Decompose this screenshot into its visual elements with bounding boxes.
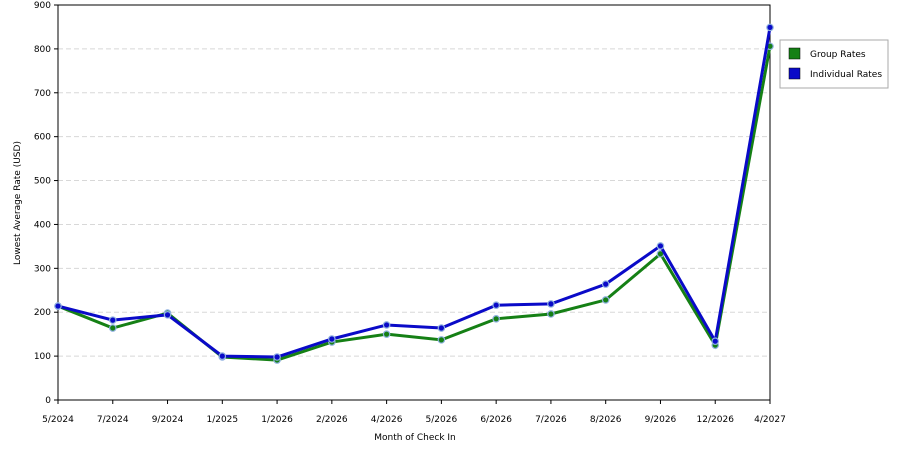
x-tick-label: 12/2026 xyxy=(697,415,735,425)
point xyxy=(328,335,336,343)
x-tick-label: 7/2026 xyxy=(535,415,567,425)
y-tick-label: 100 xyxy=(34,352,51,362)
y-tick-label: 500 xyxy=(34,177,51,187)
y-tick-label: 0 xyxy=(45,396,51,406)
x-tick-label: 5/2026 xyxy=(426,415,458,425)
x-axis-label: Month of Check In xyxy=(374,433,456,443)
point xyxy=(547,300,555,308)
y-tick-label: 300 xyxy=(34,264,51,274)
y-tick-label: 800 xyxy=(34,45,51,55)
point xyxy=(711,337,720,345)
point xyxy=(601,296,610,304)
legend-label: Group Rates xyxy=(810,50,866,60)
y-tick-label: 700 xyxy=(34,89,51,99)
point xyxy=(766,23,774,32)
point xyxy=(163,311,172,319)
point xyxy=(601,280,610,288)
x-tick-label: 8/2026 xyxy=(590,415,622,425)
point xyxy=(437,324,446,332)
legend-swatch xyxy=(788,67,801,80)
point xyxy=(382,321,391,329)
x-tick-label: 4/2026 xyxy=(371,415,403,425)
x-tick-label: 1/2026 xyxy=(261,415,293,425)
legend-label: Individual Rates xyxy=(810,70,882,80)
point xyxy=(547,310,555,318)
x-tick-label: 9/2024 xyxy=(152,415,184,425)
legend-swatch xyxy=(788,47,801,60)
point xyxy=(492,315,500,323)
y-tick-label: 200 xyxy=(34,308,51,318)
y-tick-label: 400 xyxy=(34,220,51,230)
point xyxy=(108,324,117,332)
point xyxy=(108,316,117,324)
y-tick-label: 900 xyxy=(34,1,51,11)
x-tick-label: 5/2024 xyxy=(42,415,74,425)
x-tick-label: 7/2024 xyxy=(97,415,129,425)
x-tick-label: 6/2026 xyxy=(480,415,512,425)
x-tick-label: 9/2026 xyxy=(645,415,677,425)
y-axis-label: Lowest Average Rate (USD) xyxy=(13,141,23,265)
x-tick-label: 4/2027 xyxy=(754,415,786,425)
plot-frame xyxy=(57,4,771,401)
point xyxy=(54,302,62,310)
y-tick-label: 600 xyxy=(34,133,51,143)
point xyxy=(273,353,281,361)
x-tick-label: 1/2025 xyxy=(206,415,238,425)
point xyxy=(218,352,227,360)
point xyxy=(382,330,391,338)
point xyxy=(656,242,665,250)
series-line xyxy=(57,27,772,359)
legend-box xyxy=(779,39,889,89)
x-tick-label: 2/2026 xyxy=(316,415,348,425)
point xyxy=(437,336,446,344)
point xyxy=(492,301,500,310)
